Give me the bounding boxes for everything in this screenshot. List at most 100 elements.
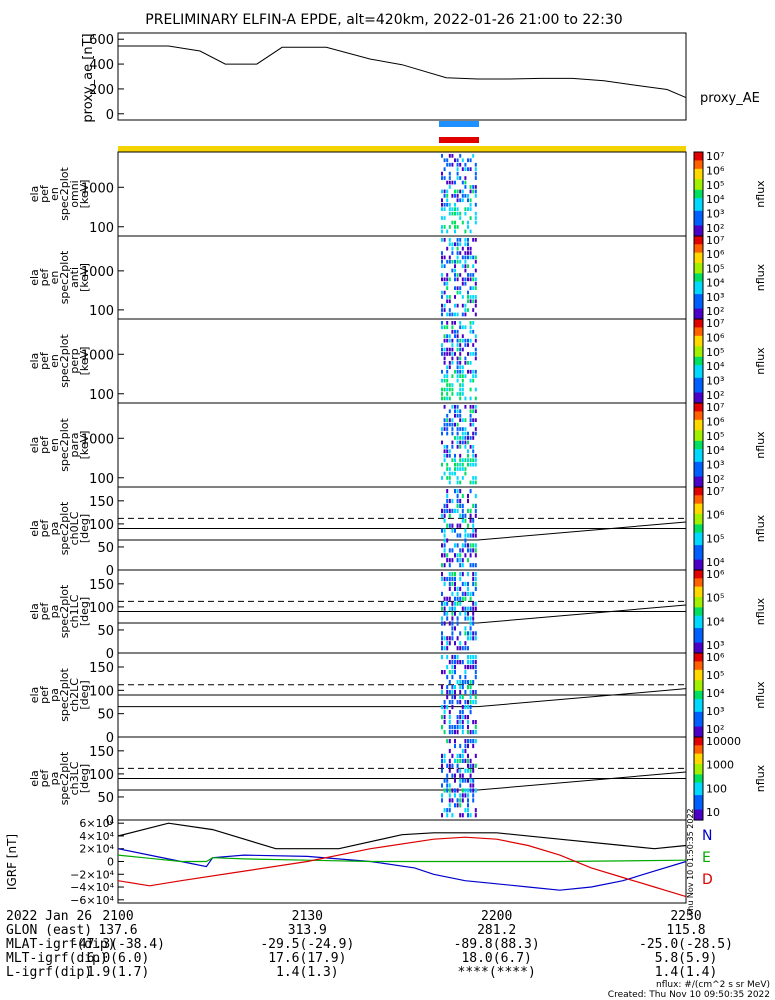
data-cell <box>443 352 446 356</box>
data-cell <box>469 458 472 462</box>
colorbar-segment <box>694 624 703 627</box>
colorbar-segment <box>694 365 703 368</box>
row-value: 2100 <box>102 909 133 924</box>
panel-ch2LC: 150100500elapefpaspec2plotch2LC[deg]10⁶1… <box>28 651 767 746</box>
data-cell <box>467 739 469 744</box>
data-cell <box>446 705 449 710</box>
data-cell <box>451 621 454 626</box>
data-cell <box>474 295 477 299</box>
data-cell <box>454 334 456 338</box>
data-cell <box>469 480 472 485</box>
colorbar-segment <box>694 415 703 419</box>
data-cell <box>459 533 462 538</box>
data-cell <box>459 631 462 636</box>
spectrogram-cells <box>441 655 477 735</box>
colorbar-segment <box>694 726 703 730</box>
colorbar-segment <box>694 817 703 821</box>
spectrogram-cells <box>441 739 477 818</box>
colorbar-segment <box>694 495 703 498</box>
y-tick-label: 0 <box>107 856 114 869</box>
data-cell <box>459 710 462 715</box>
data-cell <box>469 508 472 513</box>
data-cell <box>459 611 462 616</box>
series-line-E <box>117 854 687 863</box>
data-cell <box>451 471 454 476</box>
data-cell <box>464 396 467 401</box>
data-cell <box>472 352 475 356</box>
colorbar-segment <box>694 730 703 734</box>
colorbar-segment <box>694 367 703 370</box>
colorbar-segment <box>694 811 703 815</box>
colorbar-segment <box>694 626 703 629</box>
data-cell <box>461 798 464 803</box>
colorbar-segment <box>694 219 703 222</box>
colorbar-segment <box>694 578 703 581</box>
colorbar-segment <box>694 743 703 746</box>
colorbar-segment <box>694 413 703 417</box>
y-tick-label: 100 <box>89 472 114 487</box>
data-cell <box>467 533 469 538</box>
colorbar-tick-label: 10⁷ <box>706 485 724 498</box>
data-cell <box>441 601 443 606</box>
data-cell <box>461 493 464 499</box>
colorbar-tick-label: 10³ <box>706 639 724 652</box>
data-cell <box>467 803 469 808</box>
data-cell <box>467 793 469 798</box>
colorbar-tick-label: 10⁵ <box>706 669 724 682</box>
y-axis-label: ch3LC <box>68 761 81 795</box>
colorbar-tick-label: 10⁵ <box>706 592 724 605</box>
data-cell <box>441 798 443 803</box>
colorbar-segment <box>694 655 703 658</box>
colorbar-segment <box>694 807 703 811</box>
footer-created: Created: Thu Nov 10 09:50:35 2022 <box>608 990 770 1000</box>
data-cell <box>472 576 475 582</box>
colorbar-segment <box>694 613 703 617</box>
data-cell <box>441 690 443 695</box>
data-cell <box>474 631 477 636</box>
colorbar-segment <box>694 630 703 633</box>
colorbar-segment <box>694 692 703 696</box>
y-axis-label: pef <box>38 268 51 287</box>
y-axis-label: pef <box>38 769 51 788</box>
colorbar-segment <box>694 233 703 237</box>
colorbar-segment <box>694 650 703 654</box>
data-cell <box>448 334 451 338</box>
panel-omni: 1000100elapefenspec2plotomni[keV]10⁷10⁶1… <box>28 150 767 237</box>
data-cell <box>469 685 472 690</box>
colorbar-segment <box>694 786 703 790</box>
data-cell <box>467 543 469 548</box>
colorbar-tick-label: 10⁶ <box>706 509 725 522</box>
y-axis-label: ela <box>28 603 41 620</box>
colorbar-segment <box>694 538 703 542</box>
colorbar-segment <box>694 793 703 796</box>
data-cell <box>467 295 469 299</box>
data-cell <box>467 548 469 553</box>
data-cell <box>459 523 462 528</box>
data-cell <box>454 660 456 665</box>
data-cell <box>443 445 446 449</box>
colorbar-segment <box>694 356 703 360</box>
y-axis-label: en <box>48 187 61 201</box>
data-cell <box>451 788 454 793</box>
colorbar-segment <box>694 536 703 540</box>
data-cell <box>451 347 454 352</box>
data-cell <box>464 670 467 675</box>
data-cell <box>472 548 475 553</box>
data-cell <box>464 758 467 763</box>
colorbar-segment <box>694 310 703 314</box>
colorbar-tick-label: 10⁵ <box>706 346 724 359</box>
data-cell <box>459 572 462 577</box>
data-cell <box>474 670 477 675</box>
data-cell <box>456 553 459 558</box>
y-axis-label: pef <box>38 519 51 538</box>
y-axis-label: pef <box>38 184 51 203</box>
data-cell <box>443 255 446 260</box>
data-cell <box>443 387 446 392</box>
data-cell <box>451 685 454 690</box>
colorbar-tick-label: 10⁵ <box>706 179 724 192</box>
data-cell <box>451 431 454 436</box>
data-cell <box>446 685 449 690</box>
y-tick-label: 0 <box>106 731 114 746</box>
data-cell <box>461 365 464 370</box>
data-cell <box>464 229 467 234</box>
